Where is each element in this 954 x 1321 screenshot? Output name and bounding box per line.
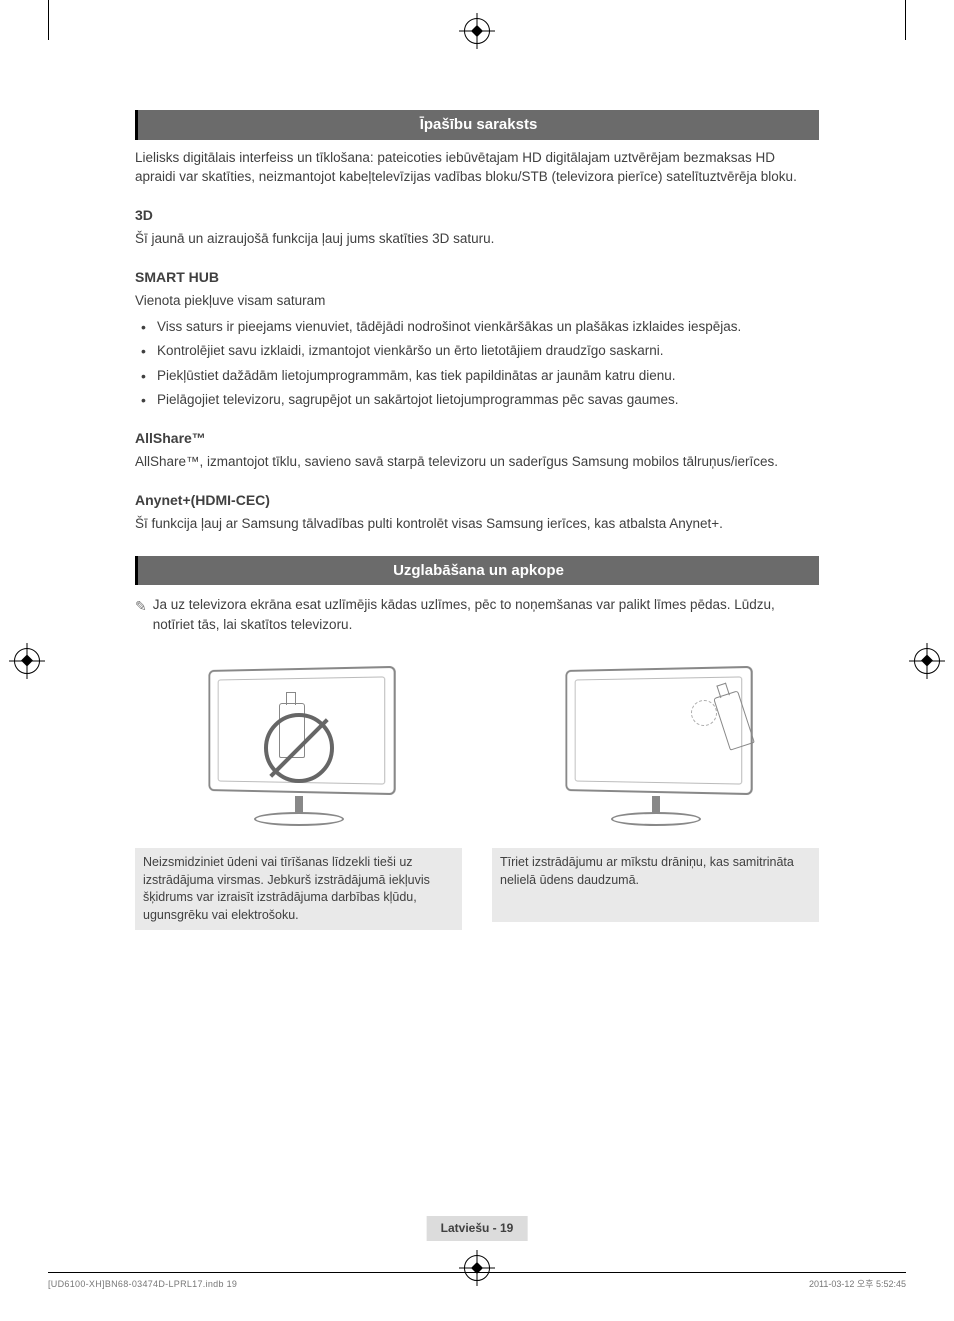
page-number: Latviešu - 19 (427, 1216, 528, 1241)
figure-column-right: Tīriet izstrādājumu ar mīkstu drāniņu, k… (492, 658, 819, 930)
caption-right: Tīriet izstrādājumu ar mīkstu drāniņu, k… (492, 848, 819, 922)
figures-row: Neizsmidziniet ūdeni vai tīrīšanas līdze… (135, 658, 819, 930)
registration-mark-top (464, 18, 490, 44)
feature-desc-smarthub: Vienota piekļuve visam saturam (135, 291, 819, 311)
feature-desc-allshare: AllShare™, izmantojot tīklu, savieno sav… (135, 452, 819, 472)
registration-mark-bottom (464, 1255, 490, 1281)
feature-title-3d: 3D (135, 205, 819, 225)
crop-mark (905, 0, 906, 40)
crop-mark (48, 0, 49, 40)
smarthub-bullet-list: Viss saturs ir pieejams vienuviet, tādēj… (135, 317, 819, 410)
note-text: Ja uz televizora ekrāna esat uzlīmējis k… (153, 595, 819, 634)
figure-do-not-spray (135, 658, 462, 838)
footer-filepath: [UD6100-XH]BN68-03474D-LPRL17.indb 19 (48, 1278, 237, 1291)
feature-title-allshare: AllShare™ (135, 428, 819, 448)
prohibit-icon (264, 713, 334, 783)
page-content: Īpašību saraksts Lielisks digitālais int… (135, 110, 819, 930)
registration-mark-right (914, 648, 940, 674)
footer-rule (48, 1272, 906, 1273)
section-heading-maintenance: Uzglabāšana un apkope (135, 556, 819, 586)
list-item: Kontrolējiet savu izklaidi, izmantojot v… (135, 341, 819, 361)
registration-mark-left (14, 648, 40, 674)
feature-desc-3d: Šī jaunā un aizraujošā funkcija ļauj jum… (135, 229, 819, 249)
note-icon: ✎ (135, 596, 147, 640)
figure-column-left: Neizsmidziniet ūdeni vai tīrīšanas līdze… (135, 658, 462, 930)
list-item: Piekļūstiet dažādām lietojumprogrammām, … (135, 366, 819, 386)
intro-paragraph: Lielisks digitālais interfeiss un tīkloš… (135, 148, 819, 187)
list-item: Viss saturs ir pieejams vienuviet, tādēj… (135, 317, 819, 337)
caption-left: Neizsmidziniet ūdeni vai tīrīšanas līdze… (135, 848, 462, 930)
feature-desc-anynet: Šī funkcija ļauj ar Samsung tālvadības p… (135, 514, 819, 534)
figure-wipe-with-cloth (492, 658, 819, 838)
feature-title-smarthub: SMART HUB (135, 267, 819, 287)
note-row: ✎ Ja uz televizora ekrāna esat uzlīmējis… (135, 595, 819, 640)
list-item: Pielāgojiet televizoru, sagrupējot un sa… (135, 390, 819, 410)
footer-timestamp: 2011-03-12 오후 5:52:45 (809, 1278, 906, 1291)
section-heading-features: Īpašību saraksts (135, 110, 819, 140)
feature-title-anynet: Anynet+(HDMI-CEC) (135, 490, 819, 510)
